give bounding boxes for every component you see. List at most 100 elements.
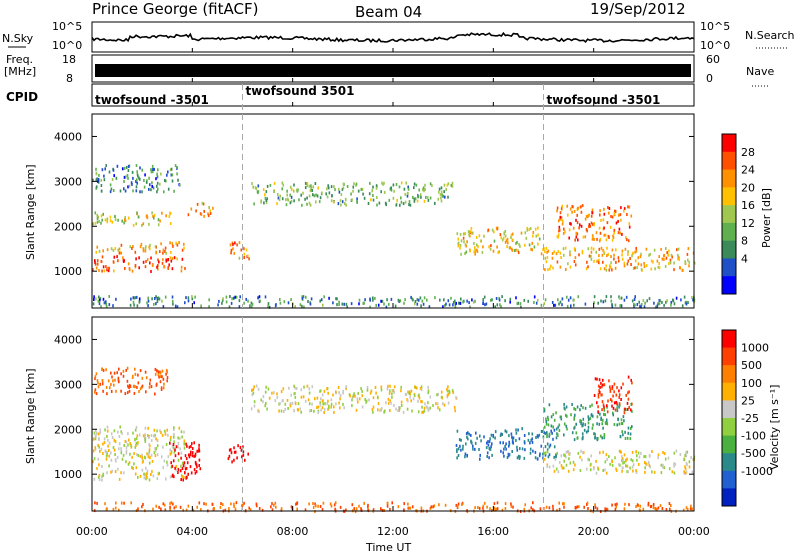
- power-point: [132, 189, 134, 193]
- velocity-point: [125, 440, 128, 444]
- velocity-point: [203, 502, 205, 506]
- velocity-point: [190, 445, 192, 448]
- velocity-point: [147, 434, 149, 438]
- power-point: [614, 209, 616, 213]
- power-point: [117, 218, 119, 222]
- velocity-point: [319, 401, 321, 405]
- power-colorbar-swatch: [722, 222, 736, 242]
- velocity-point: [532, 449, 534, 453]
- velocity-point: [98, 473, 101, 477]
- power-point: [672, 299, 675, 303]
- velocity-point: [339, 406, 341, 410]
- velocity-point: [529, 447, 532, 451]
- velocity-point: [506, 456, 509, 459]
- velocity-point: [118, 380, 120, 384]
- velocity-point: [94, 377, 96, 380]
- velocity-point: [338, 391, 340, 395]
- velocity-point: [194, 452, 197, 456]
- velocity-point: [139, 387, 142, 391]
- velocity-point: [323, 407, 326, 411]
- power-point: [609, 265, 612, 269]
- power-point: [346, 185, 349, 188]
- velocity-colorbar-swatch: [722, 382, 736, 401]
- power-point: [301, 295, 303, 299]
- power-point: [383, 181, 385, 185]
- power-point: [510, 236, 512, 239]
- velocity-colorbar-label: Velocity [m s⁻¹]: [768, 385, 781, 470]
- velocity-point: [587, 415, 590, 419]
- velocity-point: [477, 506, 479, 509]
- power-point: [663, 257, 665, 261]
- cpid-segment-label: twofsound -3501: [95, 93, 209, 107]
- power-point: [135, 179, 137, 183]
- velocity-point: [134, 372, 137, 376]
- velocity-point: [175, 468, 177, 472]
- velocity-point: [95, 372, 98, 376]
- velocity-point: [427, 385, 429, 389]
- power-point: [423, 296, 426, 300]
- velocity-point: [391, 392, 393, 396]
- velocity-point: [423, 406, 426, 410]
- power-point: [147, 304, 149, 308]
- velocity-point: [420, 388, 423, 392]
- power-point: [131, 170, 134, 174]
- velocity-point: [487, 443, 490, 447]
- velocity-point: [173, 475, 175, 479]
- power-point: [663, 254, 665, 258]
- power-point: [596, 237, 598, 241]
- power-point: [434, 296, 436, 300]
- velocity-point: [544, 451, 547, 455]
- velocity-point: [511, 437, 514, 441]
- velocity-point: [303, 385, 305, 389]
- velocity-point: [97, 381, 99, 385]
- power-point: [162, 258, 164, 262]
- power-point: [561, 204, 564, 208]
- power-point: [312, 185, 315, 189]
- power-point: [567, 262, 569, 266]
- velocity-point: [578, 505, 580, 509]
- power-point: [590, 254, 592, 258]
- velocity-point: [418, 396, 421, 400]
- power-point: [568, 228, 571, 232]
- power-point: [149, 183, 151, 187]
- velocity-point: [97, 432, 100, 436]
- power-point: [171, 299, 174, 303]
- power-point: [404, 200, 407, 204]
- velocity-point: [194, 454, 197, 458]
- power-point: [509, 246, 511, 250]
- power-point: [135, 222, 137, 226]
- velocity-point: [233, 446, 235, 450]
- velocity-point: [421, 400, 423, 404]
- velocity-point: [406, 407, 409, 411]
- velocity-point: [129, 442, 131, 445]
- power-y-tick-label: 1000: [54, 265, 82, 278]
- velocity-point: [488, 440, 491, 444]
- power-point: [238, 299, 241, 303]
- power-point: [653, 301, 655, 305]
- power-point: [473, 250, 475, 254]
- power-point: [208, 305, 210, 309]
- power-point: [312, 193, 314, 197]
- velocity-point: [280, 390, 283, 394]
- power-point: [326, 195, 329, 199]
- velocity-point: [335, 402, 337, 406]
- velocity-point: [162, 466, 164, 470]
- power-point: [633, 298, 636, 301]
- power-point: [167, 170, 169, 174]
- velocity-point: [154, 372, 157, 376]
- velocity-point: [110, 383, 112, 386]
- velocity-point: [380, 408, 382, 412]
- velocity-point: [182, 464, 185, 468]
- power-point: [96, 217, 99, 221]
- power-point: [149, 261, 151, 265]
- velocity-point: [304, 399, 307, 403]
- velocity-point: [420, 385, 423, 389]
- power-point: [498, 250, 500, 254]
- power-point: [429, 182, 432, 186]
- velocity-point: [598, 378, 601, 382]
- power-point: [266, 184, 269, 188]
- velocity-point: [166, 428, 168, 432]
- power-point: [578, 253, 580, 257]
- velocity-point: [511, 450, 513, 453]
- power-point: [355, 182, 358, 186]
